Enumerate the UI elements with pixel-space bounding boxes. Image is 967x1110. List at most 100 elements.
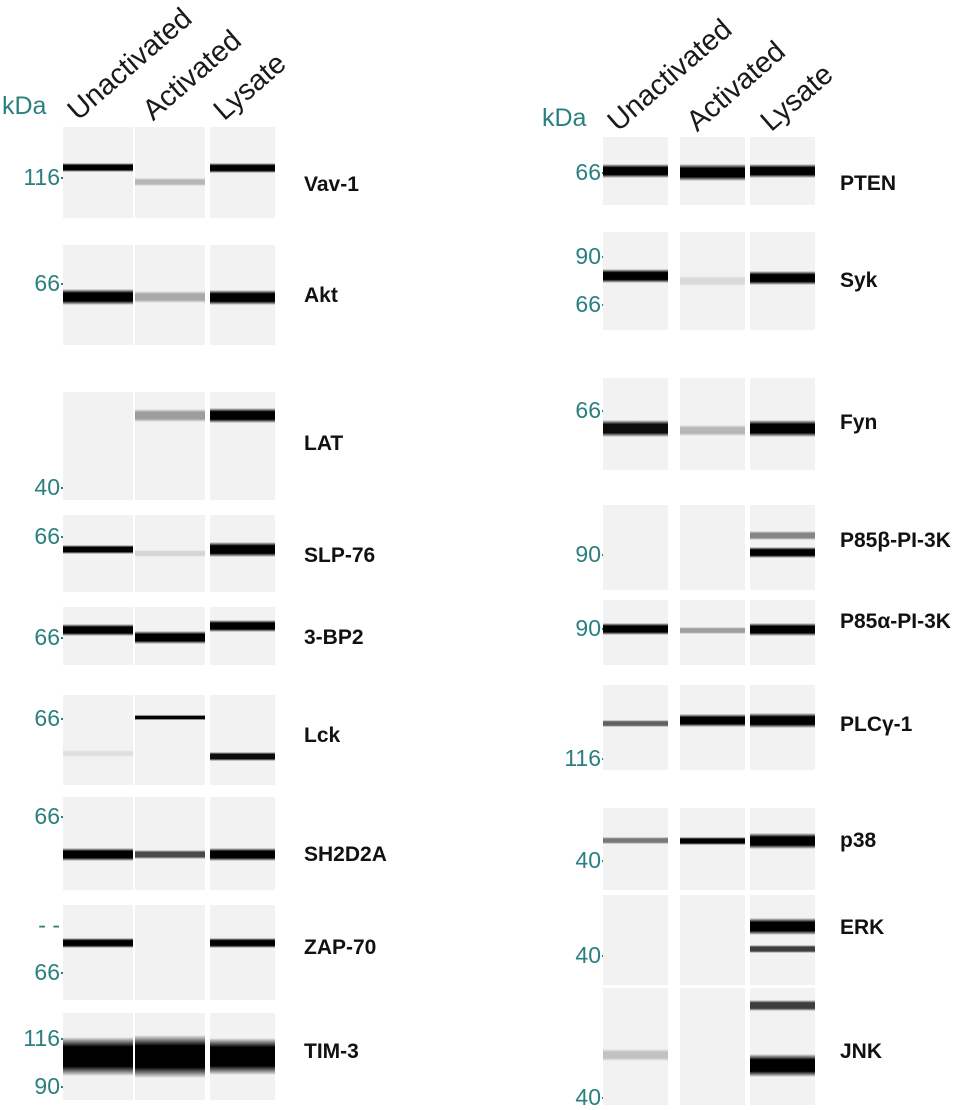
protein-label: SLP-76 [304,544,376,567]
lane-activated [680,685,745,770]
band [750,622,815,636]
band [603,420,668,437]
band [680,714,745,728]
lane-activated [135,515,205,592]
lane-lysate [210,515,275,592]
protein-label: PLCγ-1 [840,713,913,736]
lane-lysate [750,378,815,470]
band [750,944,815,954]
band [63,624,133,636]
kda-unit-label: kDa [2,92,47,120]
lane-unactivated [603,137,668,205]
band [210,541,275,558]
marker-label: 90 [34,1073,60,1099]
lane-unactivated [603,895,668,985]
lane-unactivated [603,808,668,890]
lane-unactivated [63,905,133,1000]
band [135,291,205,303]
lane-activated [680,232,745,330]
band [135,177,205,186]
marker-label: 90 [575,615,601,641]
marker-label: 116 [23,1025,60,1051]
marker-label: 116 [564,745,601,771]
marker-label: - - [38,912,60,938]
lane-activated [680,378,745,470]
lane-activated [135,245,205,345]
band [135,550,205,557]
lane-unactivated [603,685,668,770]
band [750,270,815,286]
marker-label: 66 [575,397,601,423]
lane-unactivated [63,392,133,500]
lane-lysate [750,232,815,330]
protein-label: Syk [840,269,878,292]
band [680,164,745,181]
marker-label: 40 [575,942,601,968]
marker-label: 66 [34,959,60,985]
band [680,836,745,845]
lane-activated [135,1013,205,1100]
lane-activated [680,600,745,665]
band [63,163,133,173]
lane-lysate [210,695,275,785]
left-panel: kDa Unactivated Activated Lysate 116 Vav… [0,0,470,1110]
lane-activated [680,137,745,205]
protein-label: 3-BP2 [304,626,364,649]
band [135,630,205,644]
band [210,408,275,424]
lane-lysate [750,685,815,770]
band [750,918,815,935]
marker-label: 116 [23,164,60,190]
lane-lysate [750,988,815,1105]
lane-lysate [210,797,275,890]
marker-label: 90 [575,541,601,567]
band [63,289,133,305]
lane-unactivated [63,245,133,345]
band [603,268,668,284]
kda-unit-label: kDa [542,104,587,132]
protein-label: PTEN [840,172,897,195]
lane-unactivated [603,378,668,470]
protein-label: SH2D2A [304,843,387,866]
lane-lysate [210,127,275,218]
lane-unactivated [603,505,668,590]
lane-lysate [210,905,275,1000]
band [603,623,668,636]
lane-lysate [210,1013,275,1100]
lane-unactivated [603,232,668,330]
lane-unactivated [603,600,668,665]
marker-label: 66 [34,523,60,549]
band [210,848,275,862]
marker-label: 66 [34,624,60,650]
marker-label: 40 [575,847,601,873]
protein-label: LAT [304,432,344,455]
protein-label: P85α-PI-3K [840,610,951,633]
lane-activated [135,127,205,218]
protein-label: ERK [840,916,885,939]
band [750,713,815,729]
band [750,531,815,540]
lane-activated [135,607,205,665]
marker-label: 66 [34,803,60,829]
band [135,850,205,860]
band [750,832,815,849]
lane-lysate [750,600,815,665]
lane-activated [680,505,745,590]
band [135,409,205,423]
lane-activated [680,808,745,890]
lane-unactivated [603,988,668,1105]
marker-label: 66 [34,270,60,296]
band [680,276,745,286]
protein-label: JNK [840,1040,883,1063]
marker-label: 66 [34,705,60,731]
lane-activated [680,988,745,1105]
band [63,938,133,948]
lane-unactivated [63,607,133,665]
lane-lysate [750,137,815,205]
band [210,751,275,761]
lane-unactivated [63,515,133,592]
protein-label: p38 [840,829,877,852]
band [750,999,815,1012]
lane-lysate [210,245,275,345]
